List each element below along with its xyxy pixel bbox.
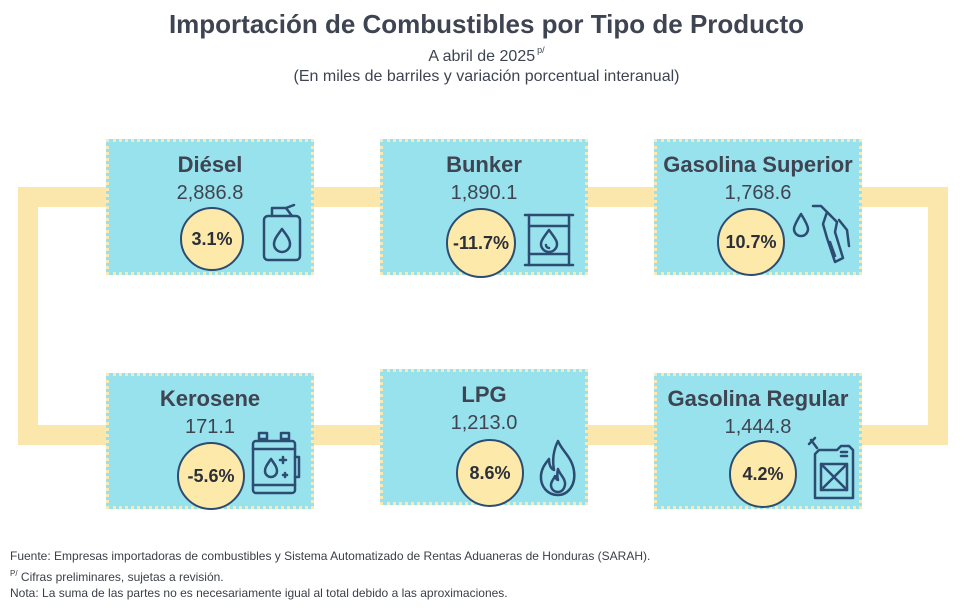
kerosene-container-icon <box>249 431 301 499</box>
connector-top-2 <box>582 187 660 207</box>
product-card-gasolina-regular: Gasolina Regular 1,444.8 4.2% <box>654 373 862 509</box>
gas-can-icon <box>805 434 857 502</box>
product-name: Gasolina Superior <box>663 152 853 177</box>
product-value: 171.1 <box>184 416 236 438</box>
connector-left-vertical <box>18 187 38 445</box>
footer-note: Nota: La suma de las partes no es necesa… <box>10 586 508 600</box>
product-value: 1,444.8 <box>724 416 792 438</box>
product-card-lpg: LPG 1,213.0 8.6% <box>380 369 588 507</box>
connector-bottom-1 <box>310 425 384 445</box>
product-name: Gasolina Regular <box>667 386 849 411</box>
connector-top-left <box>18 187 112 207</box>
footer-preliminary: P/ Cifras preliminares, sujetas a revisi… <box>10 569 224 584</box>
connector-bottom-right <box>858 425 948 445</box>
fuel-jerrycan-icon <box>260 202 304 264</box>
page-title: Importación de Combustibles por Tipo de … <box>168 9 805 39</box>
flame-icon <box>538 439 578 497</box>
preliminary-mark: p/ <box>537 45 545 55</box>
page-subtitle-units: (En miles de barriles y variación porcen… <box>293 68 680 85</box>
change-badge: -11.7% <box>446 208 516 278</box>
product-name: Diésel <box>177 152 243 177</box>
connector-right-vertical <box>928 187 948 445</box>
product-name: Bunker <box>446 152 522 177</box>
product-value: 2,886.8 <box>176 182 244 204</box>
connector-bottom-left <box>18 425 112 445</box>
product-value: 1,768.6 <box>724 182 792 204</box>
product-card-kerosene: Kerosene 171.1 -5.6% <box>106 373 314 510</box>
connector-bottom-2 <box>582 425 660 445</box>
product-name: LPG <box>461 382 507 407</box>
change-badge: 8.6% <box>456 439 524 507</box>
preliminary-text: Cifras preliminares, sujetas a revisión. <box>17 570 224 584</box>
connector-top-right <box>858 187 948 207</box>
change-badge: 10.7% <box>717 208 785 276</box>
product-value: 1,890.1 <box>450 182 518 204</box>
preliminary-mark: P/ <box>10 569 18 578</box>
fuel-nozzle-icon <box>791 202 855 270</box>
change-badge: -5.6% <box>177 442 245 510</box>
subtitle-text: A abril de 2025 <box>428 48 536 65</box>
page-subtitle: A abril de 2025 p/ <box>0 45 973 66</box>
product-card-diesel: Diésel 2,886.8 3.1% <box>106 139 314 275</box>
connector-top-1 <box>310 187 384 207</box>
product-card-gasolina-superior: Gasolina Superior 1,768.6 10.7% <box>654 139 862 276</box>
footer-source: Fuente: Empresas importadoras de combust… <box>10 549 651 563</box>
oil-barrel-icon <box>523 212 575 268</box>
product-name: Kerosene <box>159 386 261 411</box>
change-badge: 4.2% <box>729 440 797 508</box>
product-card-bunker: Bunker 1,890.1 -11.7% <box>380 139 588 278</box>
product-value: 1,213.0 <box>450 412 518 434</box>
change-badge: 3.1% <box>180 207 244 271</box>
